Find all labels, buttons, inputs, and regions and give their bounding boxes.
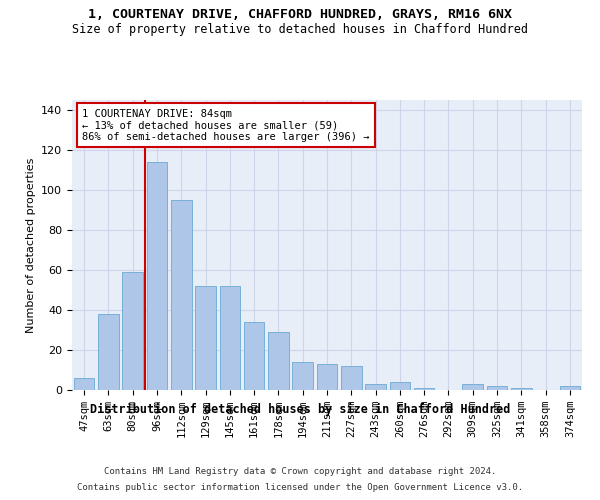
Bar (292, 362, 313, 390)
Bar (560, 386, 580, 390)
Bar (389, 382, 410, 390)
Bar (268, 332, 289, 390)
Bar (171, 200, 191, 390)
Bar (511, 388, 532, 390)
Text: 1 COURTENAY DRIVE: 84sqm
← 13% of detached houses are smaller (59)
86% of semi-d: 1 COURTENAY DRIVE: 84sqm ← 13% of detach… (82, 108, 370, 142)
Bar (146, 162, 167, 390)
Y-axis label: Number of detached properties: Number of detached properties (26, 158, 35, 332)
Bar (341, 366, 362, 390)
Bar (317, 364, 337, 390)
Text: Contains public sector information licensed under the Open Government Licence v3: Contains public sector information licen… (77, 482, 523, 492)
Text: 1, COURTENAY DRIVE, CHAFFORD HUNDRED, GRAYS, RM16 6NX: 1, COURTENAY DRIVE, CHAFFORD HUNDRED, GR… (88, 8, 512, 20)
Bar (487, 386, 508, 390)
Bar (365, 384, 386, 390)
Bar (244, 322, 265, 390)
Bar (122, 272, 143, 390)
Text: Distribution of detached houses by size in Chafford Hundred: Distribution of detached houses by size … (90, 402, 510, 415)
Bar (220, 286, 240, 390)
Bar (74, 378, 94, 390)
Text: Size of property relative to detached houses in Chafford Hundred: Size of property relative to detached ho… (72, 22, 528, 36)
Text: Contains HM Land Registry data © Crown copyright and database right 2024.: Contains HM Land Registry data © Crown c… (104, 468, 496, 476)
Bar (414, 388, 434, 390)
Bar (195, 286, 216, 390)
Bar (463, 384, 483, 390)
Bar (98, 314, 119, 390)
